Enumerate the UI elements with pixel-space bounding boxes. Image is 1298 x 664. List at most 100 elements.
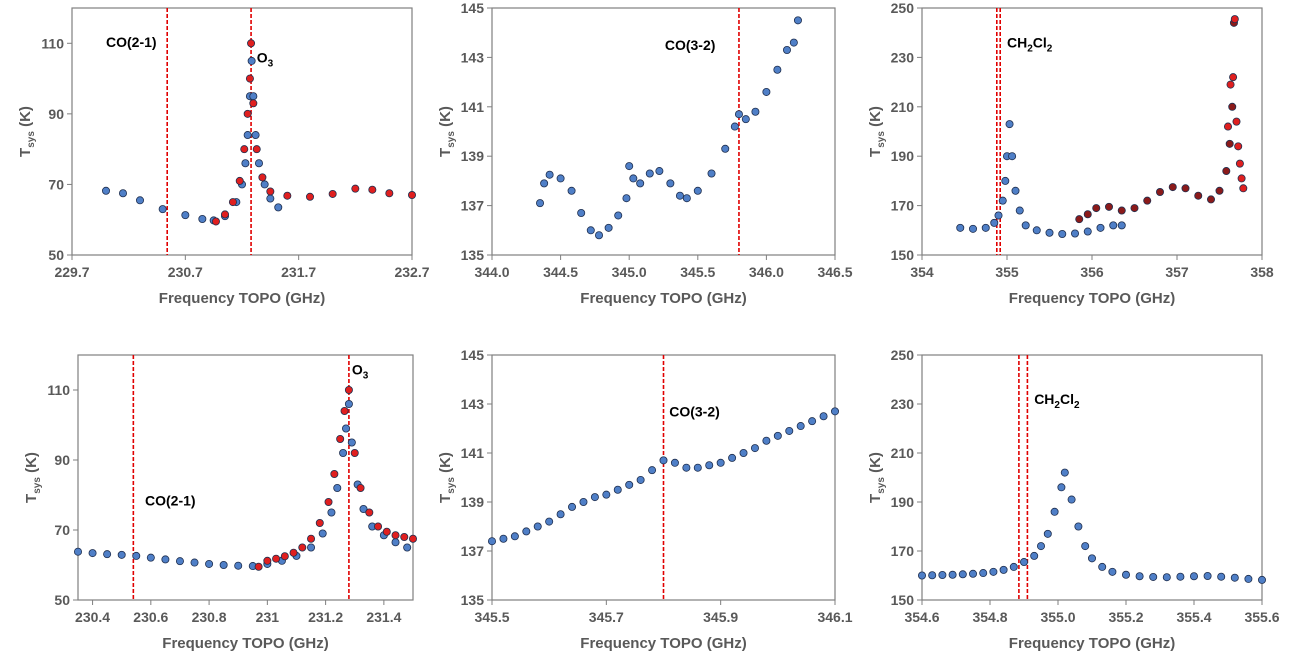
data-point (1149, 572, 1158, 581)
chart-panel-5: 345.5 345.7 345.9 346.1 135 137 139 141 143 145 Fr… (437, 347, 853, 652)
data-point (831, 407, 840, 416)
annotation-tail: Cl (1033, 35, 1047, 51)
data-point (625, 162, 634, 171)
x-axis-label: Frequency TOPO (GHz) (1009, 290, 1175, 307)
data-point (344, 385, 353, 394)
data-point (762, 436, 771, 445)
y-axis-label-base: T (17, 148, 34, 157)
data-point (629, 174, 638, 183)
y-axis-label-base: T (437, 494, 454, 503)
y-tick-label: 110 (47, 382, 70, 398)
y-tick-label: 135 (461, 592, 485, 608)
data-point (1109, 221, 1118, 230)
data-point (132, 551, 141, 560)
data-point (1045, 228, 1054, 237)
data-point (88, 549, 97, 558)
data-point (117, 550, 126, 559)
x-tick-label: 355.6 (1244, 609, 1279, 625)
data-point (146, 553, 155, 562)
data-point (1203, 571, 1212, 580)
chart-panel-6: 354.6 354.8 355.0 355.2 355.4 355.6 150 170 190 2… (867, 347, 1280, 652)
data-point (990, 218, 999, 227)
y-tick-label: 141 (461, 99, 485, 115)
annotation-sub: 2 (1054, 400, 1060, 411)
data-point (234, 561, 243, 570)
data-point (1190, 572, 1199, 581)
data-point (315, 519, 324, 528)
data-point (487, 537, 496, 546)
annotation-label: CH2Cl2 (1034, 391, 1080, 411)
data-point (999, 565, 1008, 574)
y-axis-label: Tsys (K) (867, 452, 887, 503)
annotation-sub: 3 (363, 370, 369, 381)
data-point (1222, 167, 1231, 176)
data-point (586, 226, 595, 235)
plot-frame (921, 7, 1263, 256)
data-point (298, 543, 307, 552)
data-point (1001, 176, 1010, 185)
chart-panel-2: 344.0 344.5 345.0 345.5 346.0 346.5 135 137 139 1… (437, 0, 853, 307)
data-point (1234, 142, 1243, 151)
data-point (693, 463, 702, 472)
x-tick-label: 354.8 (972, 609, 1007, 625)
y-tick-label: 150 (891, 247, 915, 263)
annotation-base: CO(3-2) (669, 403, 720, 419)
data-point (499, 534, 508, 543)
data-point (347, 438, 356, 447)
chart-panel-4: 230.4 230.6 230.8 231 231.2 231.4 50 70 90 110 Fre… (23, 354, 417, 652)
data-point (327, 508, 336, 517)
data-point (969, 569, 978, 578)
data-point (235, 176, 244, 185)
data-point (751, 107, 760, 116)
y-tick-label: 110 (41, 35, 64, 51)
data-point (158, 205, 167, 214)
data-point (1217, 572, 1226, 581)
data-point (1096, 223, 1105, 232)
x-axis-label: Frequency TOPO (GHz) (580, 635, 746, 652)
data-point (1021, 221, 1030, 230)
data-point (1244, 574, 1253, 583)
data-point (1181, 184, 1190, 193)
data-point (1235, 159, 1244, 168)
data-point (545, 170, 554, 179)
y-tick-label: 50 (48, 247, 64, 263)
data-point (260, 180, 269, 189)
data-point (1143, 196, 1152, 205)
x-tick-label: 346.0 (749, 264, 784, 280)
data-point (1232, 117, 1241, 126)
data-point (675, 191, 684, 200)
x-tick-label: 345.9 (703, 609, 738, 625)
data-point (1005, 120, 1014, 129)
data-point (243, 109, 252, 118)
data-point (102, 186, 111, 195)
data-point (682, 194, 691, 203)
x-tick-label: 345.0 (612, 264, 647, 280)
data-point (220, 210, 229, 219)
data-point (1081, 542, 1090, 551)
data-point (274, 203, 283, 212)
data-point (1135, 572, 1144, 581)
data-point (1230, 15, 1239, 24)
annotation-base: CO(3-2) (665, 37, 716, 53)
data-point (648, 466, 657, 475)
data-point (1074, 522, 1083, 531)
data-point (734, 110, 743, 119)
x-axis-label: Frequency TOPO (GHz) (159, 290, 325, 307)
data-point (333, 483, 342, 492)
data-point (1088, 554, 1097, 563)
data-point (283, 191, 292, 200)
data-point (407, 191, 416, 200)
data-point (330, 469, 339, 478)
data-point (568, 502, 577, 511)
x-tick-label: 355.0 (1040, 609, 1075, 625)
data-point (254, 159, 263, 168)
data-point (1117, 206, 1126, 215)
data-point (1176, 572, 1185, 581)
data-point (356, 483, 365, 492)
data-point (793, 16, 802, 25)
plot-frame (77, 354, 414, 601)
annotation-base: CO(2-1) (106, 34, 157, 50)
data-point (536, 199, 545, 208)
data-point (247, 56, 256, 65)
